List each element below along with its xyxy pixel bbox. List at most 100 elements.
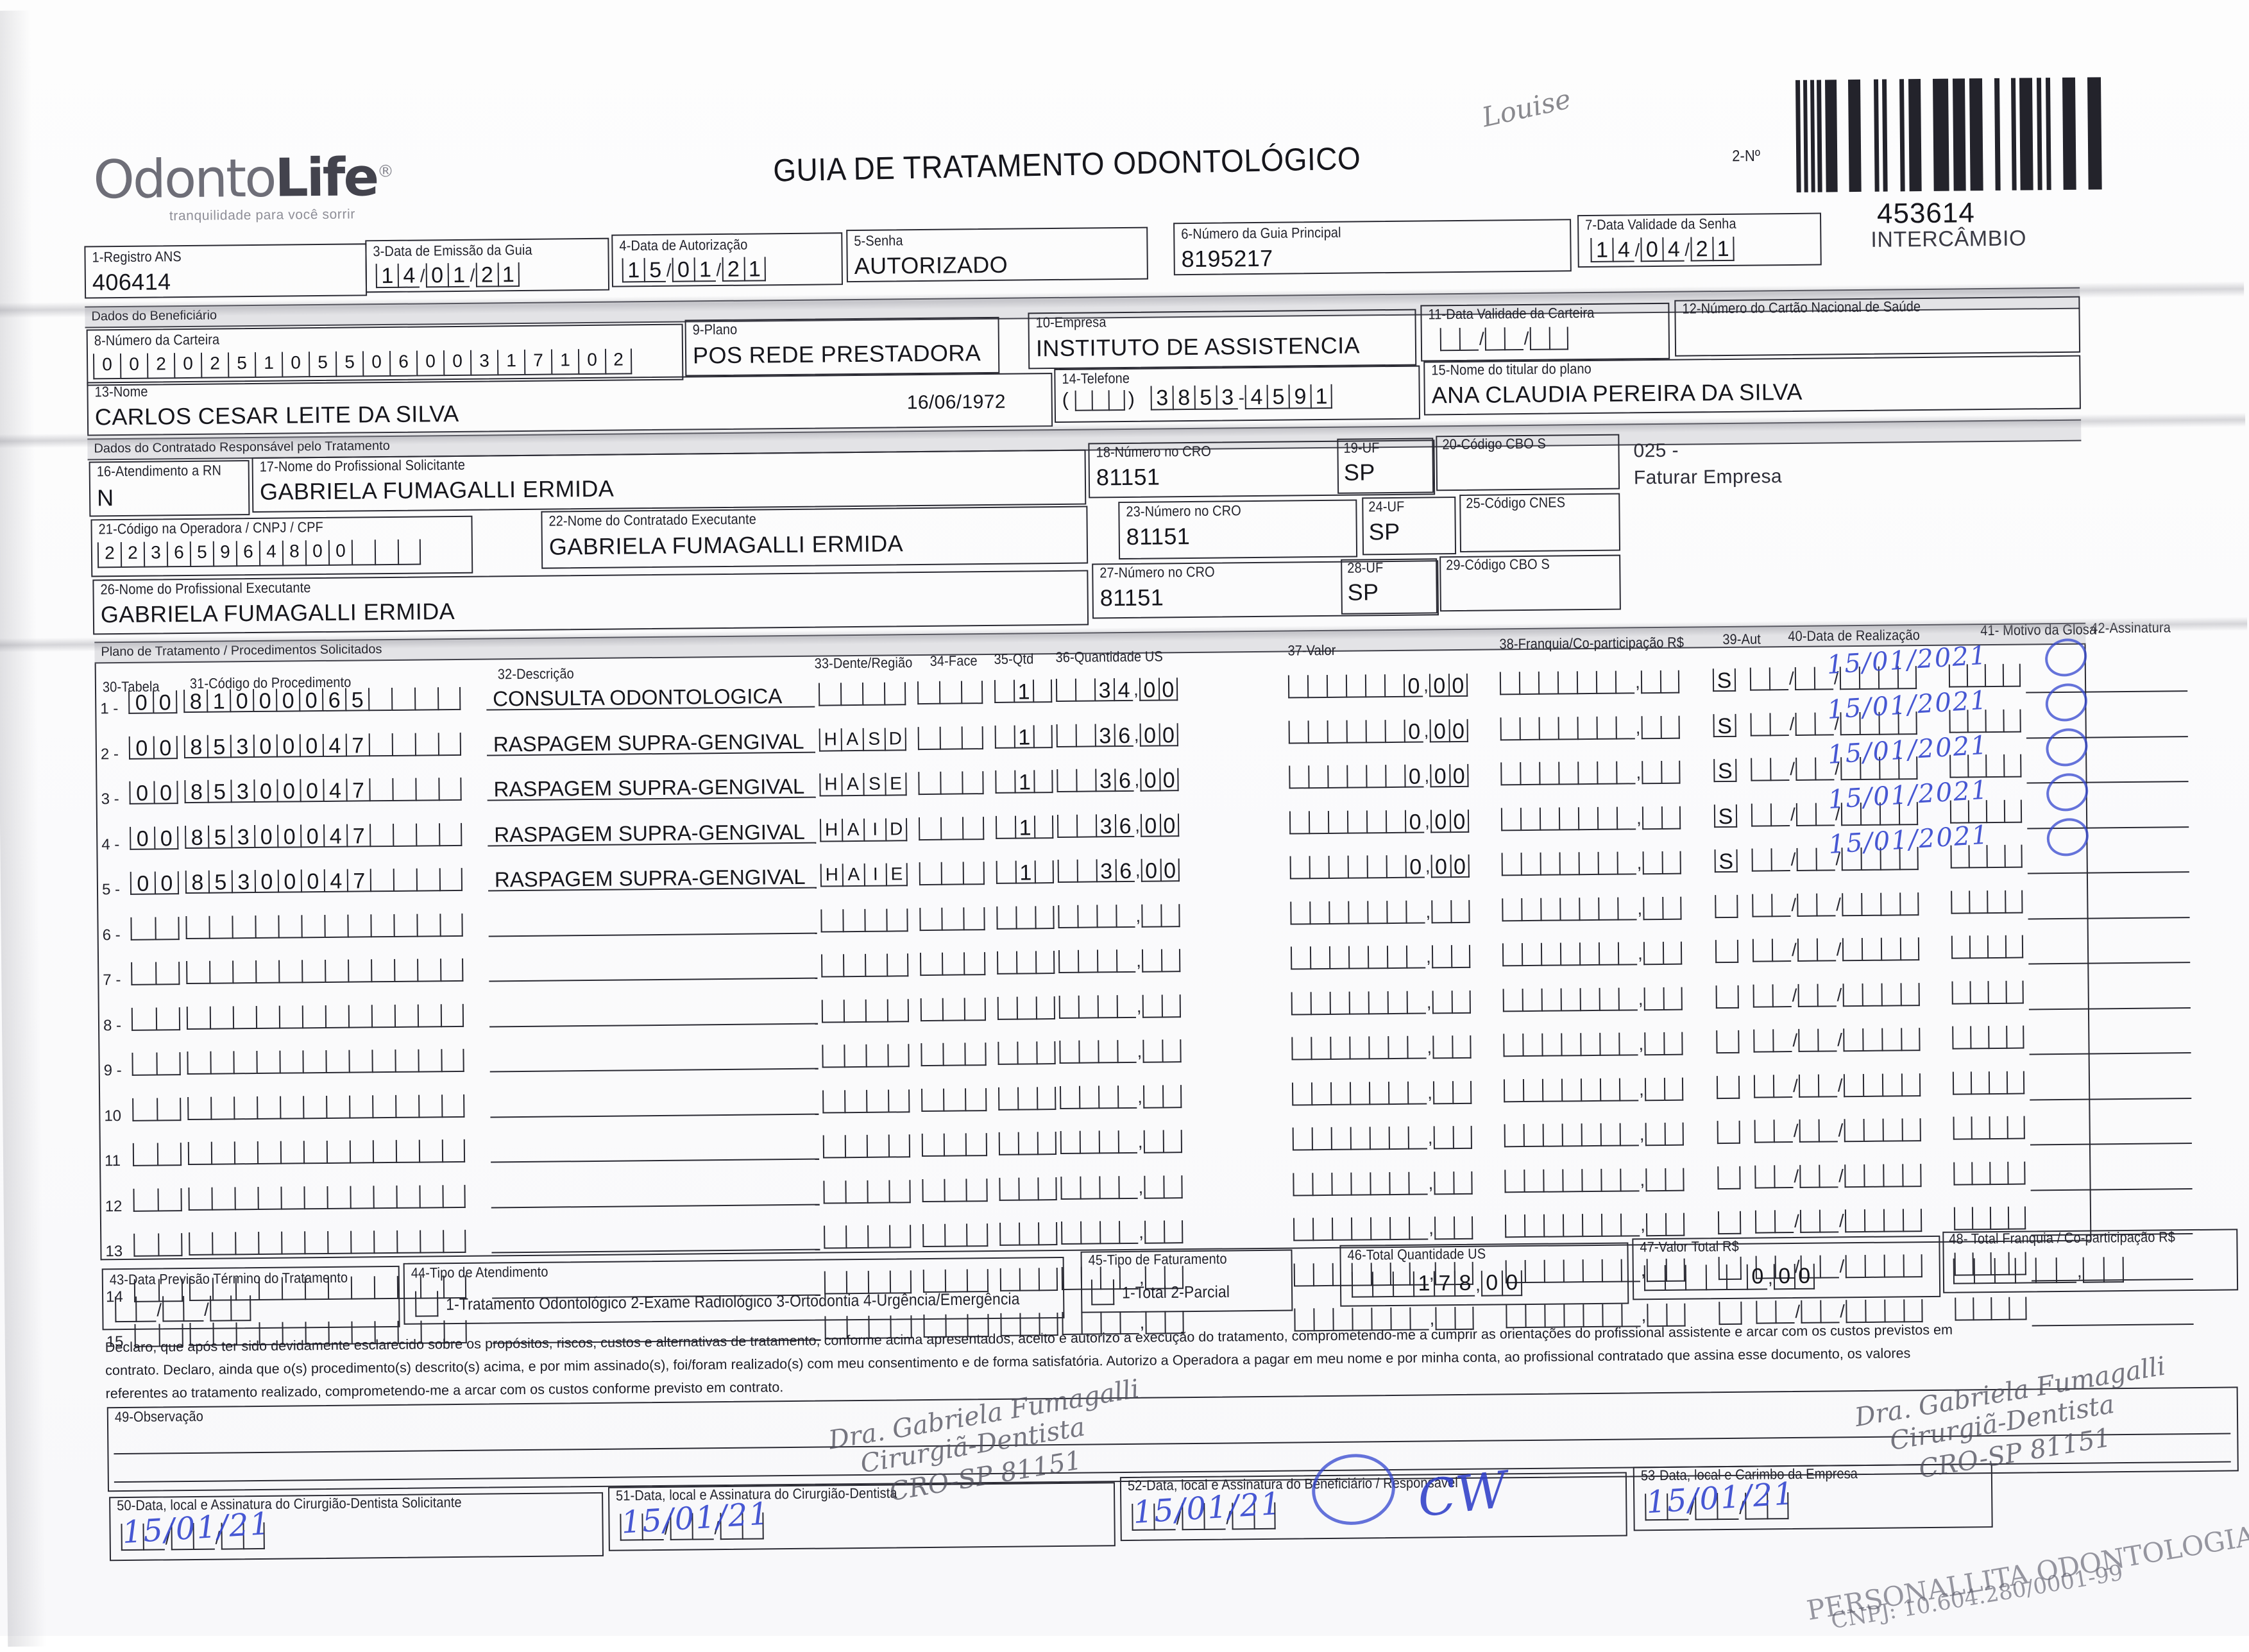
proc-dente-comb[interactable] (821, 953, 909, 978)
comb-cell[interactable] (1098, 1040, 1117, 1064)
comb-cell[interactable] (1386, 900, 1406, 924)
proc-comb[interactable] (132, 1052, 181, 1076)
comb-cell[interactable]: 0 (153, 735, 178, 760)
comb-cell[interactable] (418, 1049, 441, 1073)
comb-cell[interactable] (278, 960, 302, 984)
comb-cell[interactable] (255, 1005, 280, 1029)
comb-cell[interactable] (304, 1230, 328, 1255)
comb-cell[interactable] (922, 1179, 944, 1202)
comb-cell[interactable] (1715, 939, 1739, 964)
comb-cell[interactable] (941, 907, 963, 931)
comb-cell[interactable] (155, 1007, 181, 1031)
comb-cell[interactable]: S (1713, 804, 1738, 829)
comb-cell[interactable] (303, 1095, 327, 1119)
proc-comb[interactable] (998, 1086, 1057, 1111)
comb-cell[interactable] (1599, 987, 1618, 1011)
comb-cell[interactable] (1559, 942, 1580, 966)
proc-comb[interactable] (919, 907, 985, 931)
comb-cell[interactable]: 3 (1094, 723, 1114, 748)
comb-cell[interactable] (1540, 852, 1559, 876)
proc-comb[interactable] (1955, 1297, 2027, 1321)
comb-cell[interactable]: A (842, 863, 865, 887)
proc-dente-comb[interactable] (824, 1225, 912, 1249)
proc-comb[interactable] (1715, 894, 1738, 918)
comb-cell[interactable] (1799, 1164, 1819, 1188)
comb-cell[interactable] (1349, 1081, 1370, 1105)
comb-cell[interactable] (1844, 1118, 1863, 1143)
comb-cell[interactable]: 5 (207, 779, 231, 805)
comb-cell[interactable] (1951, 890, 1969, 914)
comb-cell[interactable] (1289, 765, 1309, 789)
comb-cell[interactable] (1142, 1039, 1162, 1063)
comb-cell[interactable] (1057, 814, 1077, 838)
comb-cell[interactable] (1751, 803, 1771, 827)
comb-cell[interactable] (416, 868, 440, 892)
comb-cell[interactable] (301, 914, 325, 938)
comb-cell[interactable] (938, 681, 962, 704)
comb-cell[interactable] (1370, 1171, 1389, 1195)
comb-cell[interactable] (964, 1043, 987, 1066)
proc-comb[interactable]: / / (1753, 1073, 1921, 1098)
comb-cell[interactable] (232, 915, 255, 939)
comb-cell[interactable] (280, 1095, 303, 1120)
comb-cell[interactable] (1770, 803, 1790, 826)
comb-cell[interactable] (393, 914, 417, 937)
comb-cell[interactable] (1559, 852, 1579, 876)
comb-cell[interactable] (417, 1003, 441, 1028)
comb-cell[interactable] (440, 1003, 464, 1027)
proc-comb[interactable]: S (1713, 713, 1736, 738)
proc-comb[interactable] (1717, 1211, 1742, 1235)
comb-cell[interactable] (1659, 670, 1679, 694)
comb-cell[interactable] (1386, 855, 1405, 879)
comb-cell[interactable] (996, 951, 1017, 975)
comb-cell[interactable] (1366, 765, 1386, 788)
comb-cell[interactable] (1717, 1120, 1740, 1145)
comb-cell[interactable] (188, 1187, 212, 1211)
comb-cell[interactable] (1118, 1175, 1138, 1199)
proc-comb[interactable] (917, 681, 983, 705)
comb-cell[interactable] (1797, 1028, 1818, 1052)
proc-comb[interactable]: , (1501, 851, 1681, 876)
comb-cell[interactable] (350, 1230, 374, 1254)
comb-cell[interactable] (1717, 1211, 1742, 1235)
comb-cell[interactable] (2006, 1071, 2025, 1094)
comb-cell[interactable] (1076, 769, 1096, 792)
comb-cell[interactable] (1096, 904, 1116, 928)
comb-cell[interactable] (1881, 1028, 1901, 1052)
comb-cell[interactable] (1899, 892, 1919, 915)
comb-cell[interactable] (843, 999, 866, 1023)
comb-cell[interactable] (1311, 1127, 1331, 1151)
proc-comb[interactable] (1951, 935, 2024, 959)
comb-cell[interactable]: 0 (1404, 810, 1425, 834)
comb-cell[interactable] (962, 862, 985, 885)
comb-cell[interactable]: 0 (128, 690, 153, 715)
proc-comb[interactable]: , (1503, 1077, 1684, 1102)
proc-comb[interactable] (1717, 1166, 1741, 1189)
comb-cell[interactable]: 8 (183, 735, 208, 759)
proc-dente-comb[interactable] (821, 998, 910, 1023)
proc-comb[interactable] (920, 952, 986, 976)
comb-cell[interactable] (1988, 1071, 2007, 1094)
comb-cell[interactable] (943, 1133, 966, 1157)
comb-cell[interactable] (257, 1141, 281, 1165)
comb-cell[interactable] (371, 1004, 395, 1028)
proc-comb[interactable]: , (1293, 1216, 1473, 1241)
field-validade-senha-combs[interactable]: 1 4/0 4/2 1 (1590, 236, 1735, 262)
comb-cell[interactable] (1615, 670, 1635, 694)
comb-cell[interactable] (944, 1178, 966, 1202)
comb-cell[interactable] (1561, 1078, 1581, 1102)
comb-cell[interactable] (1971, 1116, 1989, 1140)
comb-cell[interactable] (1076, 859, 1096, 883)
comb-cell[interactable] (232, 1005, 257, 1029)
comb-cell[interactable] (1327, 765, 1347, 788)
comb-cell[interactable] (1099, 1221, 1119, 1245)
comb-cell[interactable] (1117, 1085, 1137, 1109)
comb-cell[interactable]: 4 (323, 778, 346, 803)
comb-cell[interactable] (417, 958, 441, 982)
comb-cell[interactable] (1017, 1041, 1037, 1065)
comb-cell[interactable] (278, 914, 301, 939)
comb-cell[interactable] (327, 1186, 350, 1209)
comb-cell[interactable] (965, 1087, 987, 1111)
comb-cell[interactable] (1774, 1164, 1794, 1188)
